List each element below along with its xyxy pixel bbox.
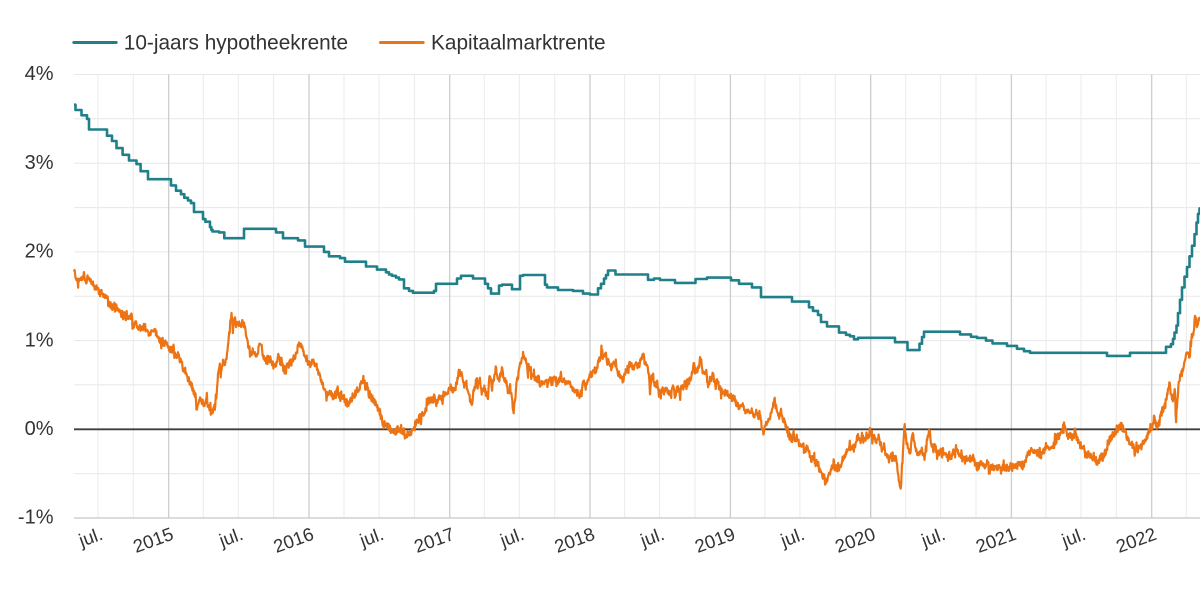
svg-text:0%: 0% [25,418,54,440]
svg-text:-1%: -1% [18,507,54,529]
svg-text:3%: 3% [25,152,54,174]
svg-text:4%: 4% [25,63,54,85]
svg-text:Kapitaalmarktrente: Kapitaalmarktrente [431,32,606,55]
svg-text:2%: 2% [25,241,54,263]
svg-text:1%: 1% [25,329,54,351]
svg-text:10-jaars hypotheekrente: 10-jaars hypotheekrente [124,32,348,55]
